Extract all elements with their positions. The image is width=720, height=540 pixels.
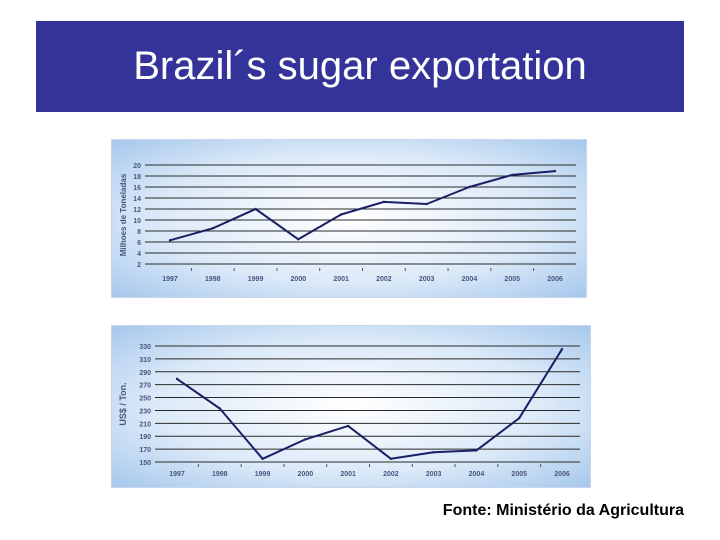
- y-tick-label: 10: [133, 218, 141, 225]
- y-tick-label: 8: [137, 229, 141, 236]
- data-point: [168, 239, 172, 242]
- data-point: [560, 348, 564, 351]
- x-tick-label: 2004: [469, 471, 485, 478]
- y-axis-label: Milhoes de Toneladas: [119, 173, 128, 256]
- export-price-chart: 330 310 290 270 250 230 210 190 170 150 1997 1998 19…: [111, 325, 591, 488]
- x-tick-label: 1997: [162, 276, 178, 283]
- y-tick-label: 230: [139, 408, 151, 415]
- data-point: [261, 457, 264, 460]
- data-point: [425, 202, 428, 206]
- data-point: [382, 200, 386, 204]
- x-tick-label: 1999: [255, 471, 271, 478]
- data-point: [553, 169, 557, 173]
- y-tick-label: 4: [137, 251, 141, 258]
- y-tick-label: 14: [133, 196, 141, 203]
- x-tick-label: 2003: [426, 471, 442, 478]
- x-tick-label: 2002: [376, 276, 392, 283]
- y-tick-label: 210: [139, 421, 151, 428]
- x-tick-label: 2000: [298, 471, 314, 478]
- export-volume-chart-svg: 20 18 16 14 12 10 8 6 4 2 1997 1998 1999 2000 2001 2002…: [112, 140, 586, 297]
- series-line: [176, 348, 563, 460]
- data-point: [389, 457, 393, 460]
- x-tick-label: 2004: [462, 276, 478, 283]
- y-tick-label: 20: [133, 163, 141, 170]
- data-point: [339, 213, 343, 216]
- data-point: [346, 424, 350, 428]
- export-volume-chart: 20 18 16 14 12 10 8 6 4 2 1997 1998 1999 2000 2001 2002…: [111, 139, 587, 298]
- y-tick-label: 330: [139, 344, 151, 351]
- chart-background: [112, 140, 586, 297]
- x-tick-label: 2000: [291, 276, 307, 283]
- y-tick-label: 250: [139, 396, 151, 403]
- title-bar: Brazil´s sugar exportation: [36, 21, 684, 112]
- y-tick-label: 150: [139, 460, 151, 467]
- y-tick-label: 12: [133, 207, 141, 214]
- data-point: [475, 449, 478, 452]
- source-note: Fonte: Ministério da Agricultura: [442, 502, 684, 519]
- series-line: [169, 170, 556, 242]
- x-tick-label: 1999: [248, 276, 264, 283]
- x-tick-label: 2005: [504, 276, 520, 283]
- x-tick-label: 2003: [419, 276, 435, 283]
- x-tick-label: 2006: [547, 276, 563, 283]
- data-point: [304, 438, 307, 441]
- data-point: [297, 238, 300, 241]
- x-tick-label: 2001: [333, 276, 349, 283]
- x-tick-label: 2002: [383, 471, 399, 478]
- data-point: [254, 207, 257, 211]
- y-axis-label: US$ / Ton.: [118, 382, 128, 425]
- y-tick-label: 170: [139, 447, 151, 454]
- y-tick-label: 16: [133, 185, 141, 192]
- x-tick-label: 1998: [205, 276, 221, 283]
- x-tick-label: 1998: [212, 471, 228, 478]
- y-tick-label: 290: [139, 370, 151, 377]
- export-price-chart-svg: 330 310 290 270 250 230 210 190 170 150 1997 1998 19…: [112, 326, 590, 487]
- y-tick-label: 310: [139, 357, 151, 364]
- data-point: [518, 416, 521, 420]
- x-tick-label: 2006: [554, 471, 570, 478]
- data-point: [432, 451, 435, 454]
- data-point: [218, 407, 221, 410]
- y-tick-label: 18: [133, 174, 141, 181]
- data-point: [211, 227, 214, 230]
- x-tick-label: 1997: [169, 471, 185, 478]
- x-tick-label: 2001: [340, 471, 356, 478]
- data-point: [175, 377, 179, 381]
- y-tick-label: 6: [137, 240, 141, 247]
- x-tick-label: 2005: [511, 471, 527, 478]
- data-point: [511, 173, 514, 177]
- y-tick-label: 190: [139, 434, 151, 441]
- chart-background: [112, 326, 590, 487]
- y-tick-label: 2: [137, 262, 141, 269]
- y-tick-label: 270: [139, 383, 151, 390]
- data-point: [468, 185, 471, 189]
- slide-title: Brazil´s sugar exportation: [133, 44, 587, 88]
